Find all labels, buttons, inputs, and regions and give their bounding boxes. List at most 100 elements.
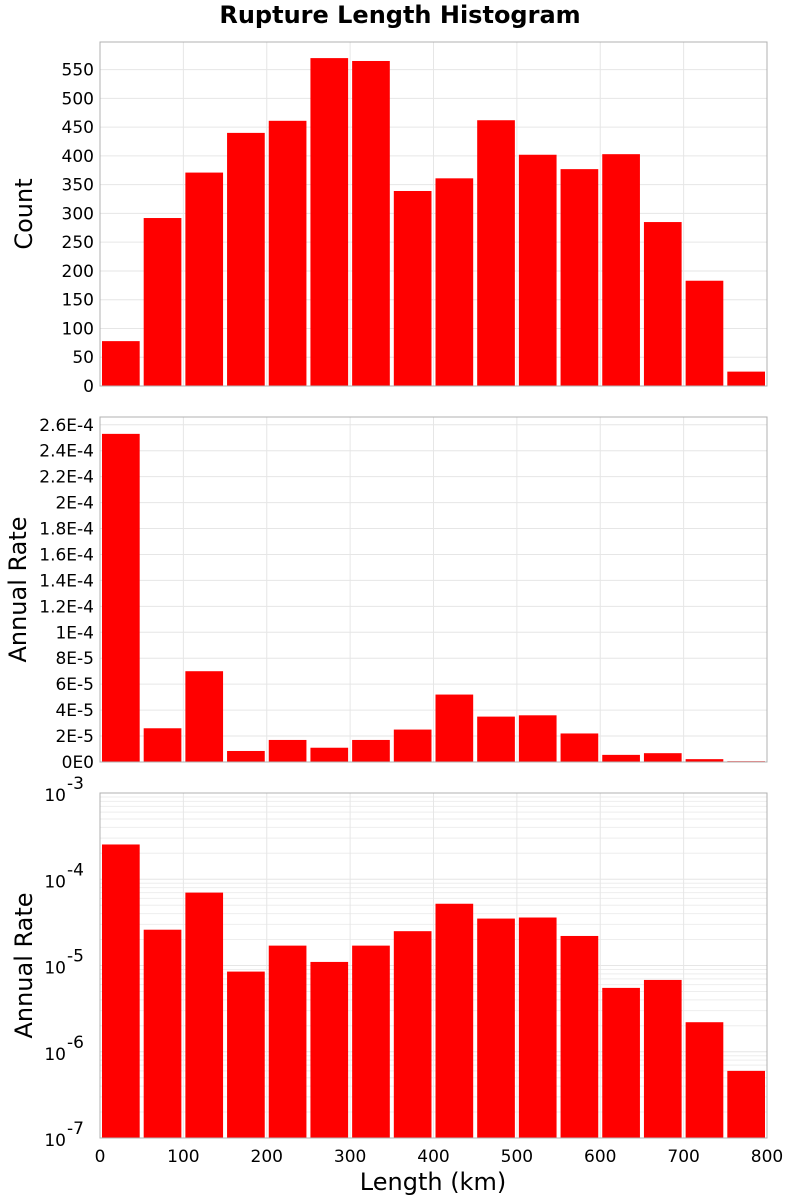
bar-bin-675	[643, 979, 682, 1138]
bar-bin-125	[185, 892, 224, 1138]
bar-bin-25	[102, 433, 140, 762]
bar-bin-175	[227, 132, 265, 386]
y-tick-label: 10	[44, 786, 66, 806]
plot-frame	[99, 41, 768, 387]
x-tick-label: 700	[667, 1147, 699, 1167]
bar-bin-575	[560, 169, 599, 386]
y-tick-label: 1.6E-4	[39, 545, 94, 565]
y-tick-exponent: -7	[67, 1119, 84, 1139]
x-axis-label: Length (km)	[360, 1168, 506, 1196]
bar-bin-375	[393, 190, 432, 386]
y-tick-label: 10	[44, 872, 66, 892]
bar-bin-275	[310, 747, 349, 762]
y-tick-exponent: -3	[67, 774, 84, 794]
panel-1: 0 50 100 150 200 250 300 350 400 450 500 550 Count	[10, 41, 768, 397]
y-axis-label-2: Annual Rate	[4, 516, 32, 662]
bar-bin-275	[310, 961, 349, 1138]
bar-bin-225	[268, 120, 307, 387]
y-tick-label: 10	[44, 1131, 66, 1151]
y-tick-label: 8E-5	[55, 649, 94, 669]
y-tick-label: 10	[44, 1045, 66, 1065]
bar-bin-325	[352, 945, 390, 1138]
bar-bin-425	[435, 178, 474, 386]
bar-bin-725	[685, 759, 724, 762]
y-tick-label: 1.4E-4	[39, 571, 94, 591]
y-tick-label: 300	[62, 204, 94, 224]
y-tick-label: 500	[62, 89, 94, 109]
y-tick-label: 6E-5	[55, 675, 94, 695]
bar-bin-225	[268, 739, 307, 762]
x-tick-label: 300	[334, 1147, 366, 1167]
y-tick-label: 0E0	[62, 753, 94, 773]
bar-bin-725	[685, 280, 724, 386]
bar-bin-675	[643, 222, 682, 386]
bar-bin-725	[685, 1022, 724, 1138]
bar-bin-525	[518, 154, 557, 386]
bar-bin-175	[227, 971, 265, 1138]
x-tick-label: 0	[95, 1147, 106, 1167]
y-tick-label: 50	[72, 348, 94, 368]
y-tick-label: 2E-4	[55, 494, 94, 514]
bar-bin-475	[477, 716, 515, 762]
y-tick-label: 450	[62, 118, 94, 138]
x-tick-label: 600	[584, 1147, 616, 1167]
bar-bin-575	[560, 733, 599, 762]
bar-bin-325	[352, 739, 390, 762]
y-tick-label: 0	[83, 377, 94, 397]
bar-bin-425	[435, 903, 474, 1138]
bar-bin-375	[393, 729, 432, 762]
y-tick-label: 550	[62, 61, 94, 81]
bar-bin-325	[352, 60, 390, 386]
bar-bin-625	[602, 754, 640, 762]
y-tick-label: 1.2E-4	[39, 597, 94, 617]
y-tick-exponent: -5	[67, 947, 84, 967]
y-tick-label: 2.6E-4	[39, 416, 94, 436]
bar-bin-775	[727, 1070, 765, 1138]
bar-bin-275	[310, 58, 349, 386]
bar-bin-425	[435, 694, 474, 762]
x-tick-label: 800	[751, 1147, 783, 1167]
x-tick-label: 100	[167, 1147, 199, 1167]
y-axis-label-1: Count	[10, 178, 38, 249]
y-tick-label: 10	[44, 959, 66, 979]
y-tick-label: 100	[62, 319, 94, 339]
bar-bin-25	[102, 844, 140, 1138]
bar-bin-375	[393, 931, 432, 1138]
y-axis-label-3: Annual Rate	[10, 892, 38, 1038]
y-tick-label: 400	[62, 147, 94, 167]
y-tick-label: 2.2E-4	[39, 468, 94, 488]
x-tick-label: 400	[417, 1147, 449, 1167]
y-tick-label: 1.8E-4	[39, 520, 94, 540]
y-tick-label: 200	[62, 262, 94, 282]
plot-frame	[99, 792, 768, 1139]
bar-bin-75	[143, 218, 182, 386]
plot-frame	[99, 416, 768, 763]
bar-bin-625	[602, 987, 640, 1138]
bar-bin-125	[185, 671, 224, 762]
bar-bin-175	[227, 750, 265, 762]
y-tick-label: 1E-4	[55, 623, 94, 643]
panel-2: 0E0 2E-5 4E-5 6E-5 8E-5 1E-4 1.2E-4 1.4E-4 1.6E-…	[4, 416, 768, 773]
x-tick-label: 500	[501, 1147, 533, 1167]
bar-bin-525	[518, 715, 557, 762]
y-tick-exponent: -4	[67, 860, 84, 880]
y-tick-label: 2E-5	[55, 727, 94, 747]
bar-bin-125	[185, 172, 224, 386]
bar-bin-25	[102, 341, 140, 386]
bar-bin-475	[477, 120, 515, 386]
y-tick-exponent: -6	[67, 1033, 84, 1053]
bar-bin-525	[518, 917, 557, 1138]
bar-bin-575	[560, 935, 599, 1138]
bar-bin-475	[477, 918, 515, 1138]
bar-bin-225	[268, 945, 307, 1138]
bar-bin-75	[143, 728, 182, 762]
bar-bin-775	[727, 371, 765, 386]
y-tick-label: 350	[62, 176, 94, 196]
bar-bin-75	[143, 929, 182, 1138]
chart-title: Rupture Length Histogram	[219, 1, 580, 29]
y-tick-label: 250	[62, 233, 94, 253]
y-tick-label: 2.4E-4	[39, 442, 94, 462]
